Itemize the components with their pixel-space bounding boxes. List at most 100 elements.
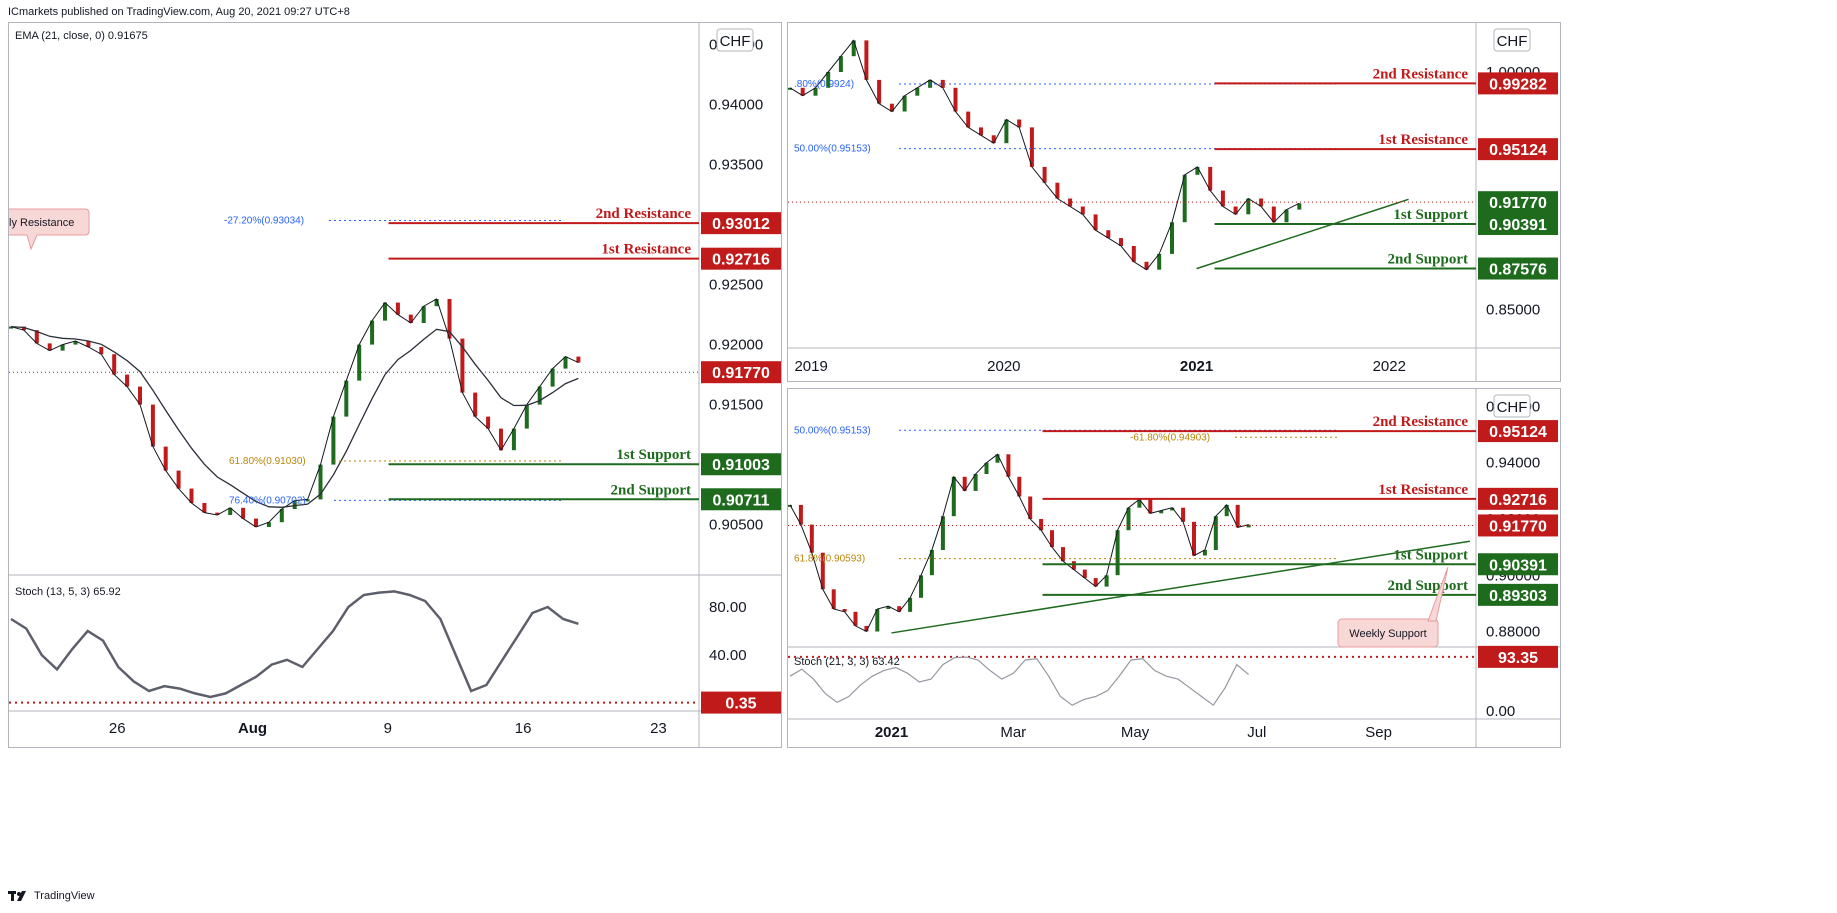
bottom-right-candle [1050, 530, 1054, 548]
bottom-right-resistance-label: 2nd Resistance [1373, 414, 1469, 430]
bottom-right-price-tag-label: 0.95124 [1489, 424, 1547, 441]
left-candle [215, 512, 220, 515]
top-right-current-price-label: 0.91770 [1489, 195, 1547, 212]
top-right-candle [1055, 182, 1060, 199]
bottom-right-stoch-line [789, 656, 1249, 707]
bottom-right-candle [1104, 575, 1109, 587]
top-right-candle [1271, 206, 1276, 223]
left-candle [292, 500, 297, 509]
bottom-right-price-tag [1478, 420, 1558, 443]
left-fib-label: -27.20%(0.93034) [224, 216, 304, 227]
left-x-tick-label: 26 [109, 720, 126, 737]
left-candle [434, 299, 439, 307]
bottom-right-chart-panel[interactable]: 0.960000.940000.920000.900000.88000CHF20… [787, 388, 1561, 748]
publisher-header: ICmarkets published on TradingView.com, … [8, 6, 350, 18]
left-candle [112, 354, 117, 375]
bottom-right-candle [1115, 530, 1120, 576]
top-right-candle [1042, 166, 1047, 183]
bottom-right-candle [864, 625, 869, 632]
left-stoch-tick-label: 80.00 [709, 599, 747, 616]
tradingview-logo-icon [8, 890, 26, 901]
bottom-right-stoch-level-label: 93.35 [1498, 650, 1538, 667]
left-currency-badge [716, 28, 754, 52]
left-x-tick-label: 16 [515, 720, 532, 737]
bottom-right-candle [1093, 578, 1098, 587]
top-right-x-tick-label: 2020 [987, 358, 1020, 375]
bottom-right-candle [875, 609, 880, 632]
top-right-price-tag-label: 0.90391 [1489, 217, 1547, 234]
left-chart-panel[interactable]: 0.945000.940000.935000.930000.925000.920… [8, 22, 782, 748]
left-stoch-tick-label: 40.00 [709, 647, 747, 664]
top-right-candle [1297, 203, 1302, 210]
bottom-right-chart-svg[interactable]: 0.960000.940000.920000.900000.88000CHF20… [788, 389, 1560, 747]
bottom-right-price-tag [1478, 583, 1558, 606]
left-current-price-label: 0.91770 [712, 365, 770, 382]
left-candle [499, 428, 503, 451]
bottom-right-candle [809, 524, 814, 553]
left-candle [524, 404, 529, 429]
top-right-support-label: 2nd Support [1388, 252, 1468, 268]
top-right-chart-panel[interactable]: 1.000000.950000.900000.85000CHF201920202… [787, 22, 1561, 382]
left-resistance-label: 1st Resistance [601, 242, 691, 258]
top-right-price-tag-label: 0.87576 [1489, 262, 1547, 279]
top-right-price-tag [1478, 257, 1558, 280]
top-right-candle [864, 40, 869, 80]
top-right-support-trendline [1196, 198, 1409, 270]
top-right-candle [889, 103, 894, 112]
left-x-tick-label: 23 [650, 720, 667, 737]
left-candle [34, 330, 39, 344]
left-stoch-line [10, 590, 579, 699]
left-chart-svg[interactable]: 0.945000.940000.935000.930000.925000.920… [9, 23, 781, 747]
top-right-chart-svg[interactable]: 1.000000.950000.900000.85000CHF201920202… [788, 23, 1560, 381]
top-right-candle [1208, 166, 1213, 191]
left-callout-label: ly Resistance [9, 217, 74, 229]
bottom-right-x-tick-label: Mar [1000, 724, 1026, 741]
bottom-right-candle [1006, 454, 1011, 477]
top-right-candle [1170, 222, 1174, 254]
left-stoch-label: Stoch (13, 5, 3) 65.92 [15, 586, 121, 598]
bottom-right-x-tick-label: Jul [1247, 724, 1266, 741]
bottom-right-candle [1224, 504, 1229, 517]
top-right-currency-label: CHF [1497, 33, 1528, 50]
bottom-right-x-tick-label: May [1121, 724, 1150, 741]
top-right-resistance-label: 1st Resistance [1378, 132, 1468, 148]
left-ema-label: EMA (21, close, 0) 0.91675 [15, 30, 148, 42]
top-right-candle [1284, 209, 1289, 223]
top-right-x-tick-label: 2019 [794, 358, 827, 375]
top-right-price-tag-label: 0.99282 [1489, 76, 1547, 93]
left-candle [421, 306, 426, 323]
bottom-right-candle [798, 504, 803, 525]
top-right-candle [838, 56, 843, 72]
left-candle [486, 416, 491, 429]
bottom-right-x-tick-label: Sep [1365, 724, 1392, 741]
bottom-right-candle [1028, 496, 1033, 519]
left-candle [408, 314, 413, 323]
left-candle [202, 503, 207, 513]
left-candle [305, 499, 310, 502]
left-candle [60, 344, 65, 351]
bottom-right-candle [962, 476, 967, 491]
top-right-candle [1029, 127, 1034, 167]
bottom-right-candle [951, 476, 956, 517]
left-price-tag [701, 453, 781, 476]
bottom-right-callout-pointer [1427, 566, 1449, 622]
left-candle [344, 380, 349, 417]
left-y-tick-label: 0.91500 [709, 397, 763, 414]
footer-brand: TradingView [34, 890, 95, 902]
bottom-right-support-label: 2nd Support [1388, 578, 1468, 594]
left-stoch-level-label: 0.35 [725, 696, 756, 713]
top-right-current-price-tag [1478, 191, 1558, 214]
left-candle [370, 320, 375, 345]
top-right-candle [1131, 246, 1136, 262]
top-right-price-line [789, 39, 1300, 271]
bottom-right-candle [984, 462, 989, 474]
bottom-right-candle [1181, 507, 1186, 522]
top-right-candle [877, 79, 882, 104]
left-fib-label: 61.80%(0.91030) [229, 456, 306, 467]
bottom-right-price-tag [1478, 487, 1558, 510]
top-right-candle [1119, 238, 1123, 246]
top-right-candle [1068, 198, 1073, 207]
top-right-candle [1093, 214, 1098, 231]
left-price-tag-label: 0.90711 [713, 492, 770, 509]
bottom-right-candle [1235, 504, 1240, 528]
